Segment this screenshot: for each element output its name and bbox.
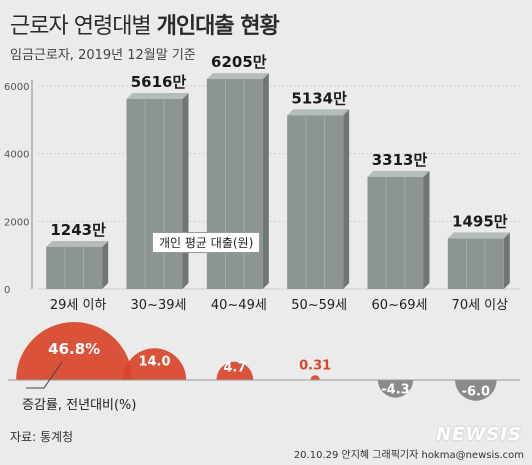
bar-value-label: 1495만 — [452, 212, 508, 230]
y-tick-label: 6000 — [4, 82, 29, 93]
change-value-label: 14.0 — [138, 355, 170, 370]
bar-side — [503, 232, 510, 289]
bar-top — [447, 232, 510, 239]
bar — [287, 115, 344, 289]
bar — [206, 79, 263, 289]
legend-avg-loan: 개인 평균 대출(원) — [152, 232, 261, 253]
bar — [447, 238, 504, 289]
legend-pointer — [26, 361, 63, 389]
x-tick-label: 60~69세 — [372, 298, 428, 313]
x-tick-label: 29세 이하 — [50, 298, 107, 313]
x-tick-label: 50~59세 — [291, 298, 347, 313]
bar-value-label: 6205만 — [211, 53, 267, 71]
bar-value-label: 3313만 — [372, 151, 428, 169]
bar-top — [126, 92, 189, 99]
bar-side — [102, 240, 109, 289]
x-tick-label: 70세 이상 — [452, 298, 509, 313]
change-semicircle — [455, 380, 497, 401]
change-semicircle — [122, 348, 187, 380]
title-bold: 개인대출 현황 — [156, 14, 280, 39]
y-tick-label: 0 — [4, 285, 10, 296]
y-tick-label: 2000 — [4, 217, 29, 228]
bar-value-label: 5616만 — [131, 73, 187, 91]
chart-title: 근로자 연령대별 개인대출 현황 — [10, 8, 280, 40]
bar-side — [343, 109, 350, 289]
bar — [126, 98, 183, 289]
bar-top — [46, 240, 109, 247]
bar-top — [367, 170, 430, 177]
newsis-logo: NEWSIS — [436, 424, 522, 445]
change-value-label: 0.31 — [299, 358, 331, 373]
bar-side — [182, 92, 189, 289]
change-value-label: -6.0 — [462, 384, 490, 399]
bar — [46, 246, 103, 289]
bar — [367, 176, 424, 289]
chart-subtitle: 임금근로자, 2019년 12월말 기준 — [10, 48, 196, 63]
title-light: 근로자 연령대별 — [10, 14, 152, 39]
bar-side — [423, 170, 430, 289]
change-semicircle — [216, 361, 254, 380]
change-value-label: -4.3 — [381, 383, 409, 398]
change-semicircle — [310, 375, 320, 380]
bar-side — [262, 73, 269, 289]
x-tick-label: 30~39세 — [131, 298, 187, 313]
y-tick-label: 4000 — [4, 150, 29, 161]
change-value-label: 46.8% — [48, 340, 100, 358]
change-semicircle — [16, 322, 133, 380]
source-note: 자료: 통계청 — [10, 430, 74, 444]
bar-value-label: 1243만 — [50, 221, 106, 239]
bar-top — [206, 73, 269, 80]
bar-value-label: 5134만 — [291, 89, 347, 107]
bar-top — [287, 109, 350, 116]
change-semicircle — [377, 380, 414, 398]
x-tick-label: 40~49세 — [211, 298, 267, 313]
legend-change-rate: 증감률, 전년대비(%) — [22, 398, 137, 413]
credit-line: 20.10.29 안지혜 그래픽기자 hokma@newsis.com — [293, 450, 524, 461]
change-value-label: 4.7 — [223, 361, 246, 376]
